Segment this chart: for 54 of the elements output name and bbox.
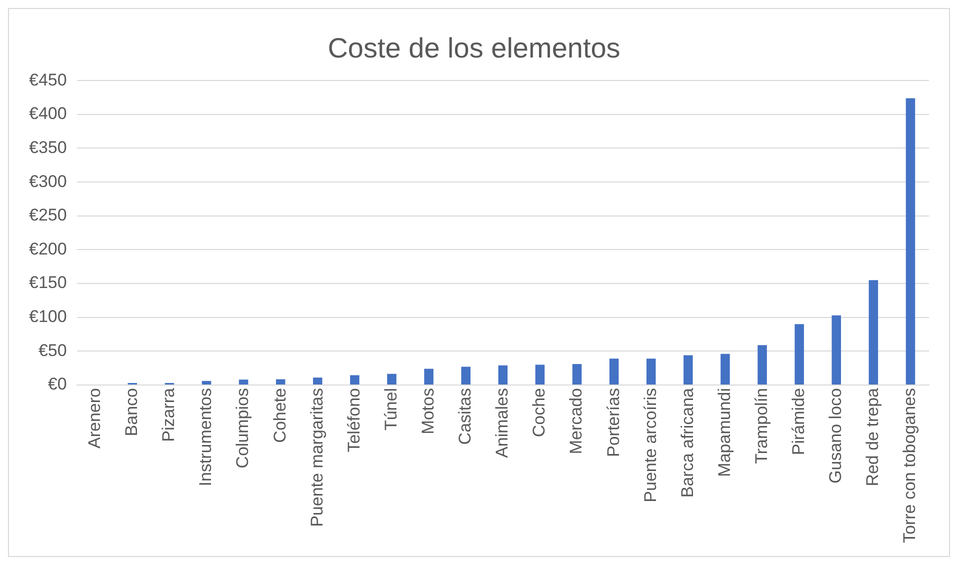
x-tick-label: Teléfono [344,388,364,452]
y-tick-label: €200 [28,239,67,258]
x-tick-label: Torre con toboganes [900,388,920,544]
bar [794,324,804,385]
bar [832,315,842,385]
bar [276,379,286,385]
chart-title: Coste de los elementos [328,32,620,64]
x-tick-label: Banco [122,388,142,436]
y-tick-label: €400 [28,104,67,124]
x-tick-label: Trampolín [752,388,771,464]
x-tick-label: Porterías [604,388,623,457]
bar [202,380,212,385]
y-tick-label: €0 [48,374,67,394]
x-tick-label: Casitas [456,388,475,445]
x-tick-label: Gusano loco [826,388,846,484]
x-tick-label: Puente margaritas [307,388,326,527]
bar [313,378,322,385]
x-tick-label: Pirámide [789,388,808,456]
x-tick-label: Barca africana [678,387,697,498]
x-tick-label: Animales [492,388,512,458]
x-tick-label: Columpios [233,388,252,468]
x-tick-label: Mapamundi [714,388,734,477]
bar [646,358,656,385]
y-tick-label: €450 [28,70,67,90]
y-tick-label: €250 [28,206,67,225]
y-tick-label: €50 [38,340,67,360]
bar [238,380,248,385]
bar [906,98,916,385]
bar [498,365,508,385]
bar [535,364,545,385]
bar [387,374,396,385]
bar [684,355,693,385]
x-tick-label: Túnel [381,388,400,431]
x-tick-label: Cohete [270,388,290,443]
x-tick-label: Red de trepa [863,387,882,486]
bar [461,366,470,385]
bar [350,375,360,385]
x-tick-label: Arenero [85,388,104,448]
y-tick-label: €150 [28,273,67,292]
bar [758,345,767,385]
bar [609,358,619,385]
bar [868,280,878,385]
bar [572,364,582,385]
x-tick-label: Instrumentos [196,388,216,486]
y-tick-label: €300 [28,172,67,191]
y-tick-label: €100 [28,307,67,326]
x-tick-label: Pizarra [159,387,178,442]
x-tick-label: Mercado [566,388,586,454]
x-tick-label: Coche [530,388,549,438]
bar [720,354,730,385]
x-tick-label: Puente arcoíris [640,388,660,502]
x-tick-label: Motos [418,388,438,434]
y-tick-label: €350 [28,138,67,157]
bar [424,368,434,385]
